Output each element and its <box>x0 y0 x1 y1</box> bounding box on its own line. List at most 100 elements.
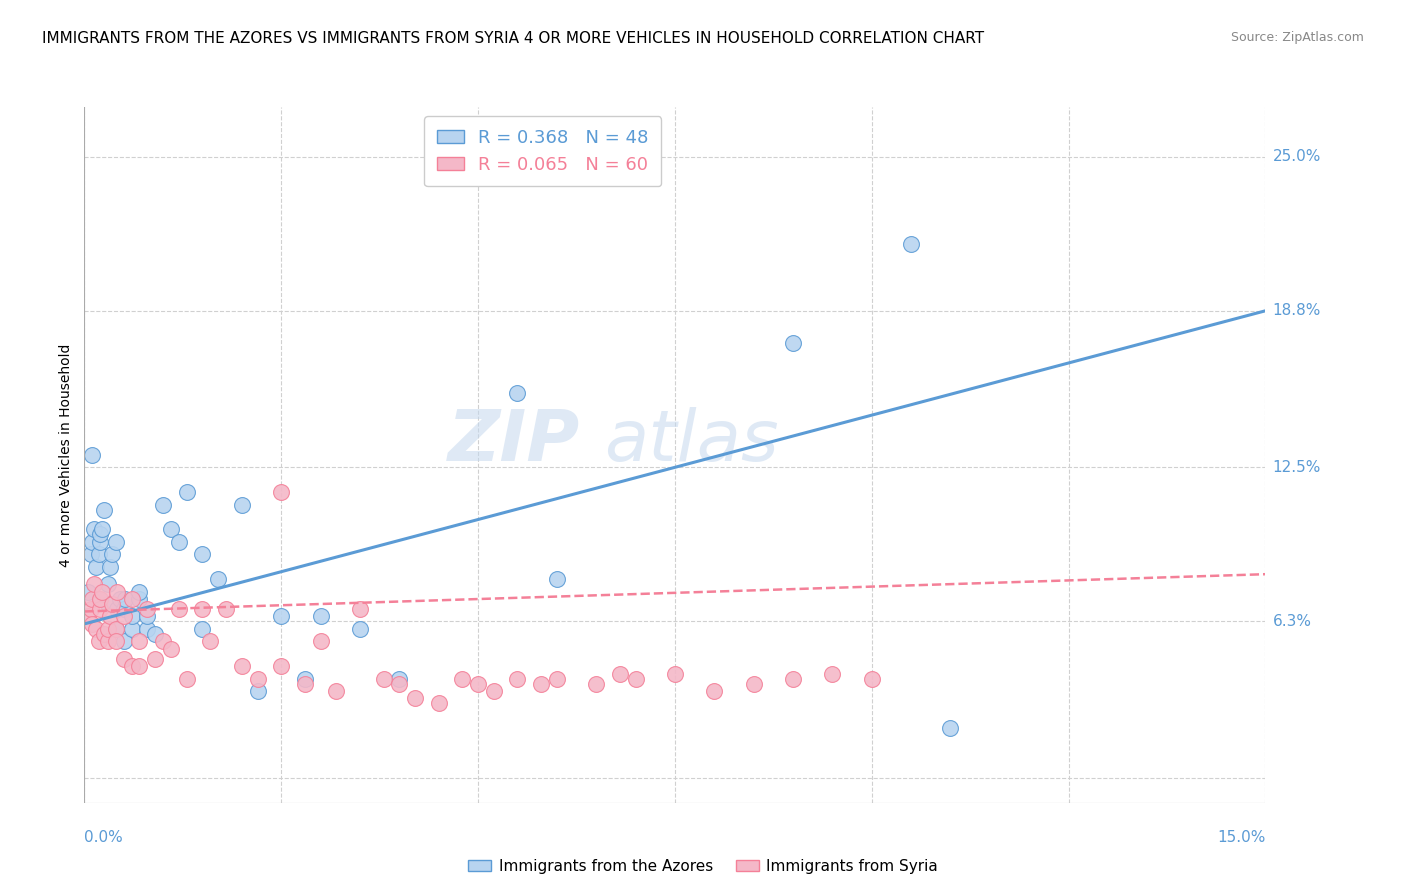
Point <box>703 684 725 698</box>
Point <box>121 592 143 607</box>
Point <box>546 672 568 686</box>
Point <box>87 547 110 561</box>
Point <box>112 609 135 624</box>
Point <box>114 592 136 607</box>
Point <box>388 672 411 686</box>
Point <box>143 651 166 665</box>
Text: atlas: atlas <box>605 407 779 475</box>
Point <box>97 597 120 611</box>
Point <box>160 523 183 537</box>
Point <box>97 577 120 591</box>
Point <box>546 572 568 586</box>
Point <box>624 672 647 686</box>
Point <box>609 666 631 681</box>
Point <box>742 676 765 690</box>
Point <box>90 523 112 537</box>
Point <box>93 502 115 516</box>
Point <box>294 676 316 690</box>
Point <box>152 498 174 512</box>
Point <box>900 236 922 251</box>
Point <box>160 641 183 656</box>
Point <box>143 627 166 641</box>
Point <box>309 634 332 648</box>
Point <box>191 622 214 636</box>
Point <box>325 684 347 698</box>
Point <box>270 485 292 500</box>
Point <box>97 634 120 648</box>
Text: 18.8%: 18.8% <box>1272 303 1320 318</box>
Point <box>176 485 198 500</box>
Point <box>93 627 115 641</box>
Point <box>821 666 844 681</box>
Point <box>427 697 450 711</box>
Point <box>128 592 150 607</box>
Point <box>506 385 529 400</box>
Point <box>121 609 143 624</box>
Point <box>246 684 269 698</box>
Point <box>121 622 143 636</box>
Point <box>860 672 883 686</box>
Point <box>107 602 129 616</box>
Point <box>128 584 150 599</box>
Point <box>82 534 104 549</box>
Point <box>152 634 174 648</box>
Point <box>112 634 135 648</box>
Point <box>585 676 607 690</box>
Text: 6.3%: 6.3% <box>1272 614 1312 629</box>
Text: 25.0%: 25.0% <box>1272 149 1320 164</box>
Point <box>200 634 222 648</box>
Point <box>939 721 962 735</box>
Point <box>664 666 686 681</box>
Text: ZIP: ZIP <box>449 407 581 475</box>
Point <box>191 602 214 616</box>
Point <box>121 659 143 673</box>
Point <box>89 592 111 607</box>
Point <box>294 672 316 686</box>
Point <box>101 547 124 561</box>
Text: 15.0%: 15.0% <box>1218 830 1265 845</box>
Point <box>231 498 253 512</box>
Point <box>83 577 105 591</box>
Point <box>309 609 332 624</box>
Point <box>84 622 107 636</box>
Point <box>782 672 804 686</box>
Point <box>87 634 110 648</box>
Point <box>349 602 371 616</box>
Point <box>270 659 292 673</box>
Point <box>191 547 214 561</box>
Point <box>104 622 127 636</box>
Point <box>90 584 112 599</box>
Point <box>246 672 269 686</box>
Point <box>84 559 107 574</box>
Point <box>82 616 104 631</box>
Point <box>79 547 101 561</box>
Legend: Immigrants from the Azores, Immigrants from Syria: Immigrants from the Azores, Immigrants f… <box>463 853 943 880</box>
Point <box>89 534 111 549</box>
Point <box>112 602 135 616</box>
Point <box>207 572 229 586</box>
Point <box>89 527 111 541</box>
Point <box>451 672 474 686</box>
Point <box>98 609 121 624</box>
Point <box>112 651 135 665</box>
Point <box>782 336 804 351</box>
Point <box>231 659 253 673</box>
Text: IMMIGRANTS FROM THE AZORES VS IMMIGRANTS FROM SYRIA 4 OR MORE VEHICLES IN HOUSEH: IMMIGRANTS FROM THE AZORES VS IMMIGRANTS… <box>42 31 984 46</box>
Point <box>506 672 529 686</box>
Point <box>89 602 111 616</box>
Point <box>107 584 129 599</box>
Point <box>136 602 159 616</box>
Text: 12.5%: 12.5% <box>1272 460 1320 475</box>
Legend: R = 0.368   N = 48, R = 0.065   N = 60: R = 0.368 N = 48, R = 0.065 N = 60 <box>425 116 661 186</box>
Point <box>104 534 127 549</box>
Point <box>97 622 120 636</box>
Point <box>215 602 238 616</box>
Point <box>77 584 100 599</box>
Point <box>128 659 150 673</box>
Point <box>82 448 104 462</box>
Point <box>176 672 198 686</box>
Point <box>108 592 131 607</box>
Point <box>530 676 553 690</box>
Point <box>167 602 190 616</box>
Point <box>77 609 100 624</box>
